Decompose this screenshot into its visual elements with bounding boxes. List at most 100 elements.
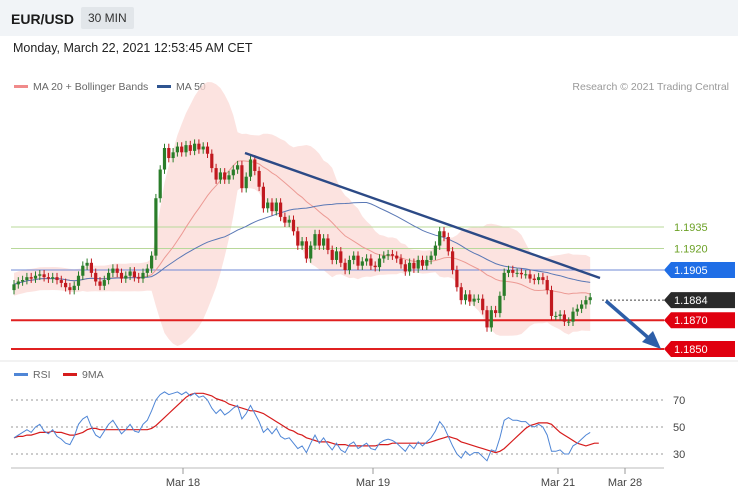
candle-117 [515,272,519,274]
candle-21 [102,280,106,286]
legend-label: MA 50 [176,81,206,93]
candles [12,139,592,332]
candle-123 [541,277,545,281]
candle-93 [412,262,416,269]
legend-swatch-ma50 [157,84,171,88]
candle-96 [425,259,429,266]
candle-28 [132,271,136,278]
candle-83 [369,258,373,266]
rsi-tick-30: 30 [673,449,685,461]
projected-arrow [604,299,654,343]
candle-23 [111,268,115,273]
candle-77 [343,262,347,270]
candle-19 [94,272,98,282]
candle-3 [25,277,29,281]
candle-42 [193,143,197,151]
candle-49 [223,172,227,180]
candle-51 [231,169,235,176]
candle-70 [313,234,317,246]
candle-11 [59,280,63,283]
candle-100 [442,231,446,237]
candle-134 [588,297,592,301]
candle-131 [575,308,579,312]
level-label-box-3 [664,292,735,309]
candle-44 [201,146,205,150]
candle-81 [360,261,364,266]
candle-120 [528,274,532,279]
candle-71 [317,234,321,246]
candle-94 [416,259,420,269]
candle-86 [382,255,386,259]
candle-67 [300,241,304,246]
symbol-label: EUR/USD [11,11,75,27]
candle-39 [180,146,184,153]
candle-36 [167,148,171,159]
candle-113 [498,295,502,314]
candle-17 [85,262,89,266]
level-label-5: 1.1850 [674,344,708,356]
candle-66 [296,231,300,246]
legend-label: MA 20 + Bollinger Bands [33,81,149,93]
candle-124 [545,280,549,291]
candle-57 [257,170,261,187]
x-tick-label-3: Mar 28 [608,477,642,489]
candle-80 [356,255,360,266]
level-label-2: 1.1905 [674,265,708,277]
candle-72 [322,238,326,246]
candle-106 [468,294,472,302]
legend-item-ma50: MA 50 [157,81,206,93]
candle-54 [244,176,248,189]
candle-31 [145,268,149,273]
legend-swatch-ma20 [14,84,28,88]
candle-4 [29,277,33,279]
candle-43 [197,143,201,150]
candle-35 [162,148,167,170]
candle-91 [403,264,407,272]
candle-65 [291,219,296,232]
candle-130 [571,311,575,322]
candle-18 [89,262,93,273]
candle-52 [236,165,240,170]
candle-46 [210,153,214,169]
candle-29 [137,277,141,279]
candle-132 [580,304,584,309]
candle-116 [511,270,515,273]
candle-5 [33,275,38,279]
candle-84 [373,265,377,268]
candle-27 [128,271,132,276]
timeframe-button[interactable]: 30 MIN [81,7,134,29]
candle-126 [554,315,558,317]
candle-133 [584,300,588,305]
candle-38 [175,146,179,153]
candle-55 [248,159,253,177]
candle-2 [21,280,25,282]
candle-99 [438,231,442,246]
level-label-3: 1.1884 [674,295,708,307]
candle-12 [64,282,68,288]
candle-0 [12,284,16,291]
candle-114 [502,272,506,296]
rsi-line [13,391,591,462]
candle-122 [537,277,541,281]
candle-40 [184,145,188,153]
candle-62 [279,202,283,217]
candle-26 [124,275,128,279]
candle-75 [334,251,339,260]
candle-20 [98,281,102,286]
x-tick-label-0: Mar 18 [166,477,200,489]
candle-111 [489,310,493,328]
top-bar: EUR/USD 30 MIN [0,0,738,36]
level-label-0: 1.1935 [674,222,708,234]
candle-13 [68,287,72,291]
candle-74 [330,249,334,260]
candle-50 [227,175,231,180]
candle-61 [274,202,278,212]
candle-15 [76,275,81,286]
rsi-legend-swatch-0 [14,373,28,376]
projected-arrow-head [642,331,661,349]
candle-41 [188,145,192,151]
candle-129 [567,321,571,323]
rsi-ma9-line [13,392,599,454]
candle-24 [115,268,119,273]
